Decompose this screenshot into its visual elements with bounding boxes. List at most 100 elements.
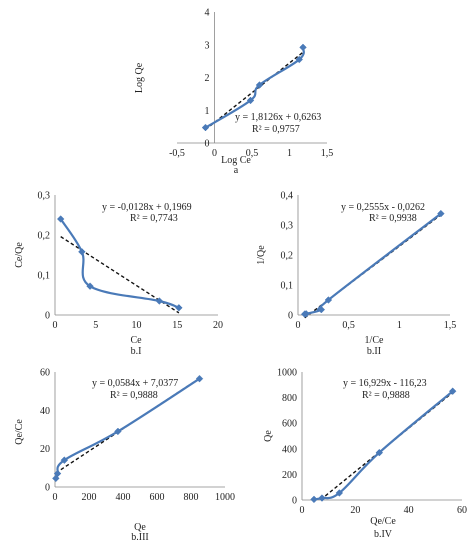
trendline-equation: y = 16,929x - 116,23 <box>343 378 427 389</box>
y-tick-label: 400 <box>282 444 297 455</box>
x-tick-label: 10 <box>132 320 142 331</box>
chart-b-ii: 0 0,1 0,2 0,3 0,4 0 0,5 1 1,5 1/Qe 1/Ceb.II y = 0,2… <box>256 191 456 358</box>
r-squared-label: R² = 0,9938 <box>369 213 417 224</box>
y-tick-label: 0,1 <box>38 271 51 282</box>
data-point-marker <box>195 374 204 383</box>
y-axis-label: Qe/Ce <box>14 419 25 445</box>
chart-caption: b.I <box>131 346 142 357</box>
trendline-equation: y = 1,8126x + 0,6263 <box>235 112 321 123</box>
data-point-marker <box>53 469 62 478</box>
x-axis-label: 1/Ce <box>365 335 384 346</box>
data-point-marker <box>295 55 304 64</box>
data-point-marker <box>299 43 307 52</box>
y-tick-label: 600 <box>282 419 297 430</box>
y-tick-label: 0 <box>45 483 50 494</box>
r-squared-label: R² = 0,9888 <box>110 390 158 401</box>
x-tick-label: 0 <box>53 492 58 503</box>
data-point-marker <box>56 215 65 223</box>
x-axis-label: Log Ce <box>221 155 251 166</box>
series-line <box>59 218 180 309</box>
data-point-marker <box>324 296 333 304</box>
x-tick-label: 0,5 <box>246 148 259 159</box>
x-tick-label: 0 <box>212 148 217 159</box>
y-axis-label: Log Qe <box>134 62 145 93</box>
r-squared-label: R² = 0,7743 <box>130 213 178 224</box>
x-tick-label: 0 <box>296 320 301 331</box>
trendline-equation: y = 0,0584x + 7,0377 <box>92 378 178 389</box>
x-tick-label: 0 <box>53 320 58 331</box>
series-line <box>313 390 454 501</box>
x-tick-label: 0 <box>300 505 305 516</box>
data-point-marker <box>52 474 60 483</box>
chart-caption: b.IV <box>374 529 393 540</box>
y-tick-label: 3 <box>205 40 210 51</box>
y-tick-label: 0,2 <box>281 251 294 262</box>
x-tick-label: 600 <box>150 492 165 503</box>
data-point-marker <box>78 248 86 256</box>
series-line <box>303 212 442 316</box>
x-tick-label: 1000 <box>215 492 235 503</box>
data-point-marker <box>310 495 318 504</box>
linear-trendline <box>205 51 304 131</box>
y-tick-label: 2 <box>205 73 210 84</box>
r-squared-label: R² = 0,9888 <box>362 390 410 401</box>
y-axis-label: Ce/Qe <box>14 242 25 268</box>
data-point-marker <box>448 387 457 395</box>
y-tick-label: 0 <box>45 311 50 322</box>
chart-b-iv: 0 200 400 600 800 1000 0 20 40 60 Qe Qe/Ce b.IV y = 1… <box>263 368 467 541</box>
y-tick-label: 800 <box>282 393 297 404</box>
y-tick-label: 0,1 <box>281 281 294 292</box>
x-tick-label: -0,5 <box>169 148 185 159</box>
data-point-marker <box>318 494 326 502</box>
y-tick-label: 20 <box>40 444 50 455</box>
x-tick-label: 15 <box>172 320 182 331</box>
chart-caption: b.III <box>131 532 149 543</box>
x-tick-label: 400 <box>116 492 131 503</box>
data-point-marker <box>437 209 445 218</box>
chart-caption: b.II <box>367 346 381 357</box>
y-axis-label: 1/Qe <box>256 245 267 265</box>
chart-a: 0 1 2 3 4 -0,5 0 0,5 1 1,5 Log Qe Log Cea y = 1,8126… <box>134 8 333 177</box>
x-tick-label: 1 <box>287 148 292 159</box>
y-tick-label: 0,3 <box>38 191 51 202</box>
x-tick-label: 60 <box>457 505 467 516</box>
x-tick-label: 20 <box>213 320 223 331</box>
x-tick-label: 0,5 <box>342 320 355 331</box>
x-tick-label: 40 <box>404 505 414 516</box>
data-point-marker <box>201 123 210 132</box>
data-point-marker <box>255 81 264 89</box>
data-point-marker <box>246 96 255 105</box>
r-squared-label: R² = 0,9757 <box>252 124 300 135</box>
y-tick-label: 0 <box>288 311 293 322</box>
x-tick-label: 1,5 <box>321 148 334 159</box>
x-tick-label: 1,5 <box>444 320 457 331</box>
x-tick-label: 200 <box>82 492 97 503</box>
x-tick-label: 800 <box>184 492 199 503</box>
chart-caption: a <box>234 165 239 176</box>
data-point-marker <box>114 427 122 436</box>
x-tick-label: 20 <box>350 505 360 516</box>
trendline-equation: y = -0,0128x + 0,1969 <box>102 202 192 213</box>
trendline-equation: y = 0,2555x - 0,0262 <box>341 202 425 213</box>
y-tick-label: 0,3 <box>281 221 294 232</box>
data-point-marker <box>86 282 94 290</box>
x-axis-label: Ce <box>130 335 142 346</box>
y-tick-label: 1 <box>205 106 210 117</box>
data-point-marker <box>302 310 310 318</box>
data-point-marker <box>60 456 69 464</box>
x-axis-label: Qe/Ce <box>370 516 396 527</box>
data-point-marker <box>317 305 326 314</box>
y-tick-label: 0,4 <box>281 191 294 202</box>
x-tick-label: 1 <box>397 320 402 331</box>
x-axis-label: Qe <box>134 522 146 533</box>
y-tick-label: 60 <box>40 368 50 379</box>
y-tick-label: 0 <box>205 139 210 150</box>
data-point-marker <box>155 297 164 305</box>
y-tick-label: 0,2 <box>38 231 51 242</box>
y-tick-label: 0 <box>292 496 297 507</box>
y-axis-label: Qe <box>263 430 274 442</box>
data-point-marker <box>175 304 183 312</box>
y-tick-label: 200 <box>282 470 297 481</box>
data-point-marker <box>335 489 344 497</box>
